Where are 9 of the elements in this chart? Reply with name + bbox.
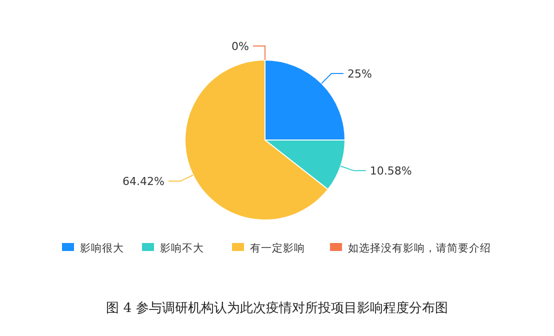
legend-label: 影响很大 bbox=[80, 242, 124, 255]
legend-label: 如选择没有影响，请简要介绍 bbox=[348, 242, 491, 255]
text: 0% bbox=[232, 40, 249, 53]
data-label: 64.42% bbox=[122, 174, 164, 188]
legend-label: 影响不大 bbox=[160, 242, 204, 255]
caption: 图 4 参与调研机构认为此次疫情对所投项目影响程度分布图 bbox=[106, 300, 448, 316]
legend-label: 有一定影响 bbox=[250, 242, 305, 255]
data-label: 10.58% bbox=[370, 164, 412, 178]
data-label: 25% bbox=[347, 67, 372, 80]
